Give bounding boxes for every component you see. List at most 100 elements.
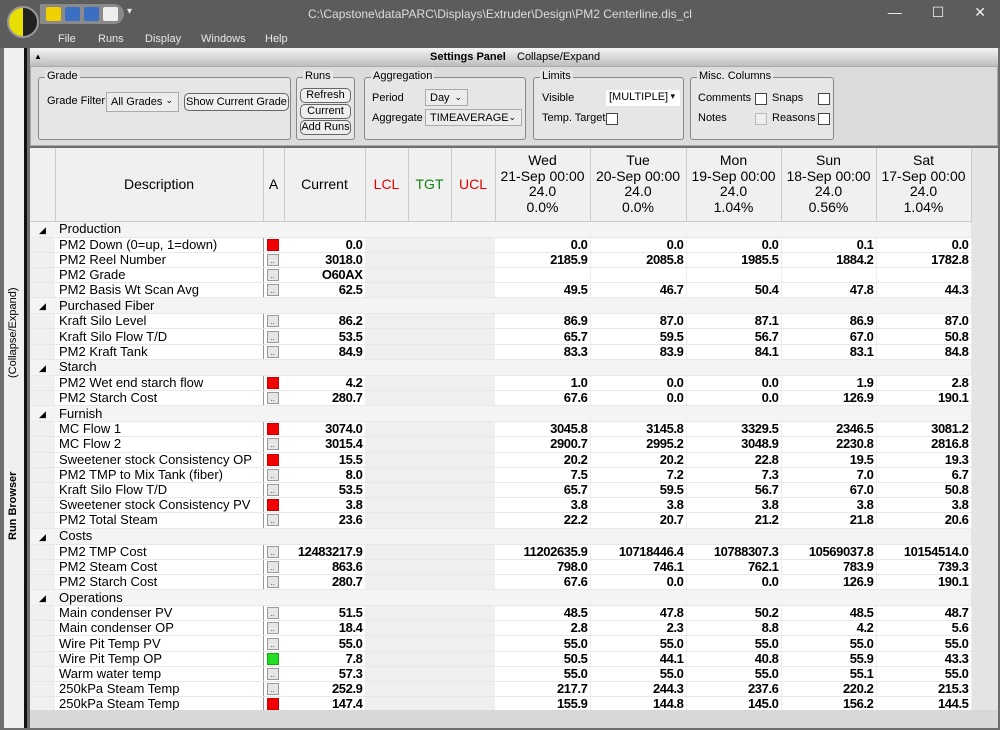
period-header[interactable]: Mon 19-Sep 00:00 24.0 1.04% (686, 148, 782, 222)
details-button[interactable]: .. (266, 514, 279, 527)
details-button[interactable]: .. (266, 438, 279, 451)
group-row[interactable]: ◢ Costs (30, 528, 971, 545)
alarm-indicator-cell[interactable]: .. (262, 436, 284, 453)
alarm-indicator-cell[interactable]: .. (262, 482, 284, 499)
details-button[interactable]: .. (266, 253, 279, 266)
details-button[interactable]: .. (266, 315, 279, 328)
alarm-indicator-cell[interactable]: .. (262, 605, 284, 622)
temp-target-checkbox[interactable] (606, 113, 618, 125)
table-row[interactable]: MC Flow 1 3074.0 3045.8 3145.8 3329.5 2346.5 3… (30, 421, 972, 438)
period-header[interactable]: Sat 17-Sep 00:00 24.0 1.04% (876, 148, 972, 222)
alarm-indicator[interactable] (266, 423, 279, 436)
table-row[interactable]: PM2 TMP Cost.. 12483217.9 11202635.9 107184… (30, 544, 972, 560)
table-row[interactable]: Wire Pit Temp PV.. 55.0 55.0 55.0 55.0 55.0 55… (30, 635, 972, 652)
details-button[interactable]: .. (266, 268, 279, 281)
alarm-indicator-cell[interactable]: .. (262, 313, 284, 330)
menu-runs[interactable]: Runs (98, 33, 124, 45)
table-row[interactable]: 250kPa Steam Temp 147.4 155.9 144.8 145.0 156… (30, 696, 972, 713)
details-button[interactable]: .. (266, 392, 279, 405)
details-button[interactable]: .. (266, 484, 279, 497)
details-button[interactable]: .. (266, 330, 279, 343)
details-button[interactable]: .. (266, 345, 279, 358)
refresh-button[interactable]: Refresh (300, 88, 351, 103)
table-row[interactable]: PM2 Kraft Tank.. 84.9 83.3 83.9 84.1 83.1 84.8 (30, 344, 972, 360)
close-button[interactable]: ✕ (974, 4, 986, 20)
table-row[interactable]: Kraft Silo Level.. 86.2 86.9 87.0 87.1 86.9 87… (30, 313, 972, 330)
tgt-header[interactable]: TGT (408, 148, 452, 222)
table-row[interactable]: Wire Pit Temp OP 7.8 50.5 44.1 40.8 55.9 43.3 (30, 651, 972, 667)
notes-checkbox[interactable] (755, 113, 767, 125)
save-icon[interactable] (65, 7, 80, 21)
snaps-checkbox[interactable] (818, 93, 830, 105)
show-current-grade-button[interactable]: Show Current Grade (184, 93, 289, 111)
menu-help[interactable]: Help (265, 33, 288, 45)
visible-dropdown[interactable]: [MULTIPLE] ▾ (606, 90, 680, 106)
table-row[interactable]: Warm water temp.. 57.3 55.0 55.0 55.0 55.1 55.… (30, 666, 972, 683)
details-button[interactable]: .. (266, 607, 279, 620)
period-header[interactable]: Sun 18-Sep 00:00 24.0 0.56% (781, 148, 877, 222)
menu-file[interactable]: File (58, 33, 76, 45)
table-row[interactable]: MC Flow 2.. 3015.4 2900.7 2995.2 3048.9 2230.… (30, 436, 972, 453)
collapse-group-icon[interactable]: ◢ (30, 297, 55, 315)
settings-collapse-expand[interactable]: Collapse/Expand (517, 51, 601, 63)
alarm-indicator-cell[interactable]: .. (262, 620, 284, 637)
details-button[interactable]: .. (266, 468, 279, 481)
group-row[interactable]: ◢ Purchased Fiber (30, 297, 971, 315)
alarm-indicator-cell[interactable] (262, 237, 284, 253)
current-header[interactable]: Current (284, 148, 366, 222)
alarm-indicator-cell[interactable]: .. (262, 390, 284, 407)
table-row[interactable]: PM2 Starch Cost.. 280.7 67.6 0.0 0.0 126.9 190… (30, 574, 972, 591)
alarm-indicator[interactable] (266, 698, 279, 711)
group-row[interactable]: ◢ Production (30, 221, 971, 238)
lcl-header[interactable]: LCL (365, 148, 409, 222)
run-browser-collapse[interactable]: (Collapse/Expand) (7, 287, 19, 379)
a-header[interactable]: A (263, 148, 285, 222)
alarm-indicator-cell[interactable] (262, 452, 284, 468)
alarm-indicator-cell[interactable]: .. (262, 635, 284, 652)
collapse-group-icon[interactable]: ◢ (30, 528, 55, 545)
table-row[interactable]: PM2 Grade.. O60AX (30, 267, 972, 284)
group-row[interactable]: ◢ Starch (30, 359, 971, 376)
customize-toolbar-icon[interactable]: ▾ (127, 6, 133, 17)
run-browser-label[interactable]: Run Browser (7, 471, 19, 540)
aggregate-dropdown[interactable]: TIMEAVERAGE ⌄ (425, 109, 522, 126)
alarm-indicator-cell[interactable]: .. (262, 544, 284, 560)
table-row[interactable]: Sweetener stock Consistency OP 15.5 20.2 20… (30, 452, 972, 468)
alarm-indicator-cell[interactable]: .. (262, 512, 284, 529)
details-button[interactable]: .. (266, 545, 279, 558)
table-row[interactable]: PM2 TMP to Mix Tank (fiber).. 8.0 7.5 7.2 7.… (30, 467, 972, 483)
period-header[interactable]: Tue 20-Sep 00:00 24.0 0.0% (590, 148, 687, 222)
table-row[interactable]: PM2 Basis Wt Scan Avg.. 62.5 49.5 46.7 50.4 4… (30, 282, 972, 299)
alarm-indicator-cell[interactable]: .. (262, 574, 284, 591)
alarm-indicator-cell[interactable] (262, 696, 284, 713)
collapse-group-icon[interactable]: ◢ (30, 405, 55, 423)
open-icon[interactable] (46, 7, 61, 21)
details-button[interactable]: .. (266, 575, 279, 588)
alarm-indicator-cell[interactable]: .. (262, 344, 284, 360)
details-button[interactable]: .. (266, 560, 279, 573)
details-button[interactable]: .. (266, 683, 279, 696)
collapse-group-icon[interactable]: ◢ (30, 359, 55, 376)
alarm-indicator-cell[interactable]: .. (262, 559, 284, 575)
alarm-indicator[interactable] (266, 376, 279, 389)
details-button[interactable]: .. (266, 622, 279, 635)
alarm-indicator[interactable] (266, 499, 279, 512)
description-header[interactable]: Description (55, 148, 264, 222)
app-menu-orb[interactable] (7, 6, 39, 38)
add-runs-button[interactable]: Add Runs (300, 120, 351, 135)
comments-checkbox[interactable] (755, 93, 767, 105)
collapse-group-icon[interactable]: ◢ (30, 589, 55, 607)
table-row[interactable]: Main condenser PV.. 51.5 48.5 47.8 50.2 48.5 4… (30, 605, 972, 622)
alarm-indicator-cell[interactable]: .. (262, 267, 284, 284)
details-button[interactable]: .. (266, 667, 279, 680)
table-row[interactable]: Kraft Silo Flow T/D.. 53.5 65.7 59.5 56.7 67.… (30, 328, 972, 345)
alarm-indicator-cell[interactable]: .. (262, 282, 284, 299)
alarm-indicator-cell[interactable] (262, 651, 284, 667)
alarm-indicator-cell[interactable]: .. (262, 328, 284, 345)
table-row[interactable]: PM2 Starch Cost.. 280.7 67.6 0.0 0.0 126.9 190… (30, 390, 972, 407)
table-row[interactable]: PM2 Down (0=up, 1=down) 0.0 0.0 0.0 0.0 0.1 0.… (30, 237, 972, 253)
alarm-indicator-cell[interactable]: .. (262, 681, 284, 698)
table-row[interactable]: Sweetener stock Consistency PV 3.8 3.8 3.8 3… (30, 497, 972, 514)
alarm-indicator-cell[interactable] (262, 497, 284, 514)
alarm-indicator-cell[interactable]: .. (262, 467, 284, 483)
